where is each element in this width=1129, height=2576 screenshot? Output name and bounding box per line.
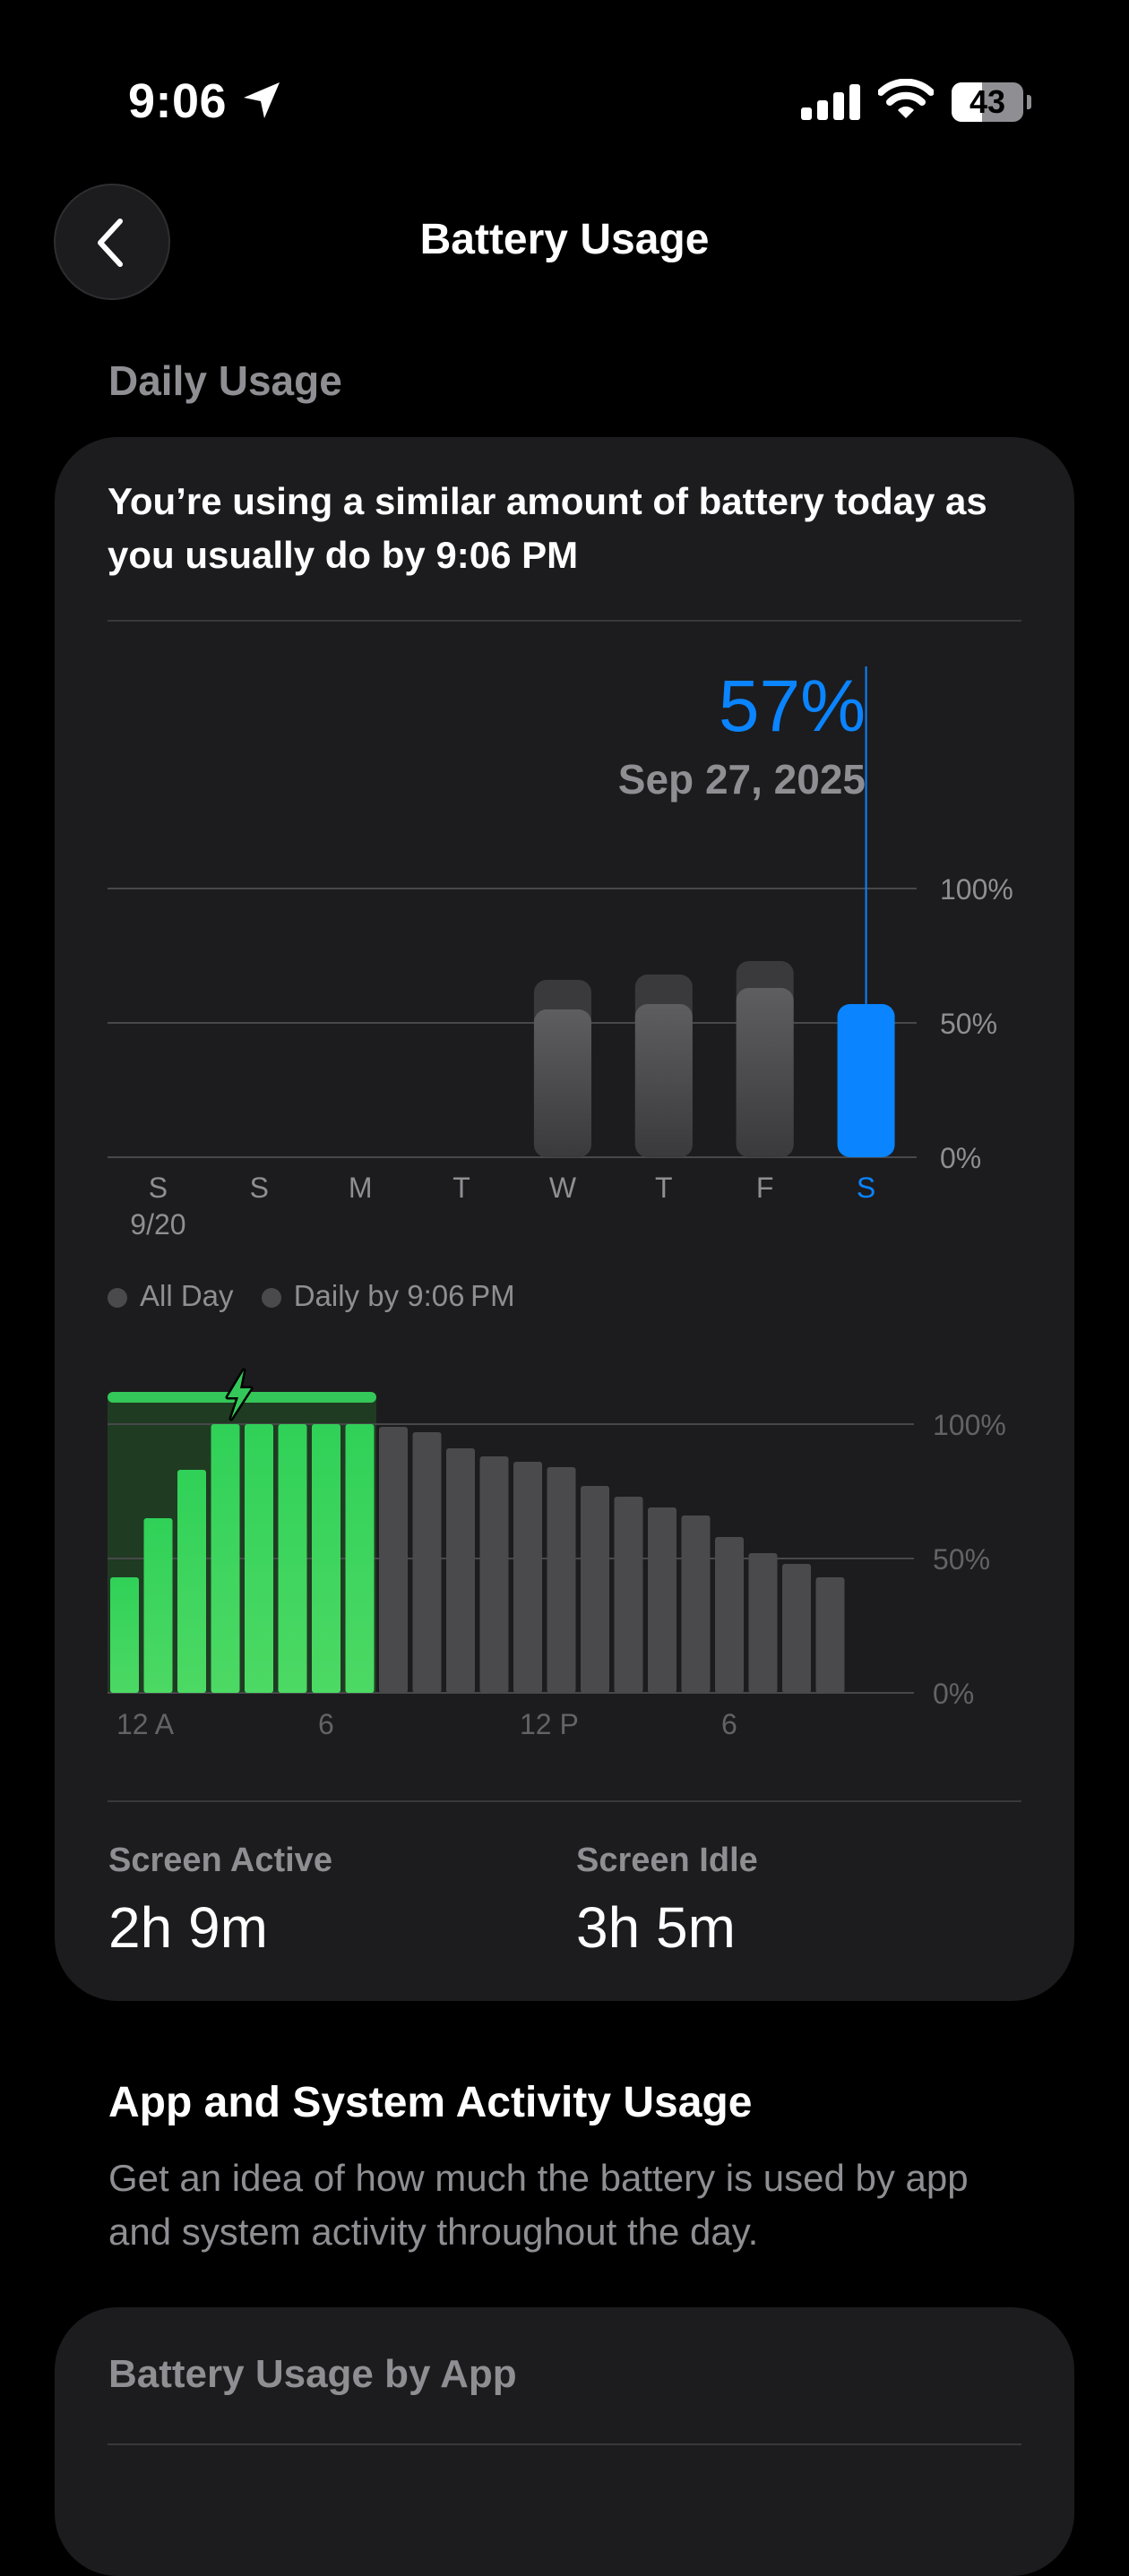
hour-bar	[748, 1553, 778, 1693]
hour-bar	[681, 1516, 711, 1693]
hour-bar	[513, 1462, 542, 1693]
x-tick-label: T	[452, 1172, 470, 1204]
daily-usage-header: Daily Usage	[108, 357, 342, 404]
hour-bar	[614, 1497, 643, 1693]
y-tick-label: 100%	[933, 1409, 1006, 1441]
screen-idle-value: 3h 5m	[576, 1895, 736, 1960]
activity-section-description: Get an idea of how much the battery is u…	[108, 2157, 969, 2253]
x-tick-label: S	[250, 1172, 269, 1204]
daily-usage-card	[55, 437, 1074, 2001]
hour-bar-charging	[345, 1424, 375, 1693]
wifi-icon	[878, 79, 934, 118]
hour-bar	[379, 1427, 408, 1693]
hour-bar-charging	[110, 1577, 139, 1693]
y-tick-label: 50%	[940, 1008, 997, 1040]
hour-bar-charging	[177, 1470, 206, 1693]
x-tick-label: W	[549, 1172, 577, 1204]
x-tick-label: M	[349, 1172, 373, 1204]
charging-bolt-icon	[225, 1368, 254, 1421]
selected-date-label: Sep 27, 2025	[618, 756, 866, 803]
x-tick-label: F	[756, 1172, 774, 1204]
cellular-signal-icon	[801, 84, 860, 120]
hour-bar	[581, 1486, 609, 1693]
divider	[108, 620, 1021, 622]
hour-bar	[782, 1564, 811, 1693]
usage-summary: You’re using a similar amount of battery…	[108, 480, 987, 576]
x-tick-label: S	[149, 1172, 168, 1204]
page-title: Battery Usage	[419, 216, 710, 263]
y-tick-label: 100%	[940, 873, 1013, 906]
hour-bar	[648, 1507, 677, 1693]
screen-active-label: Screen Active	[108, 1842, 332, 1879]
x-tick-label: 12 P	[520, 1708, 579, 1740]
screen-idle-label: Screen Idle	[576, 1842, 758, 1879]
hour-bar	[479, 1456, 509, 1693]
battery-usage-by-app-card[interactable]	[55, 2307, 1074, 2576]
screen-active-value: 2h 9m	[108, 1895, 268, 1960]
divider	[108, 1800, 1021, 1802]
hour-bar-charging	[278, 1424, 307, 1693]
x-tick-label: 6	[721, 1708, 737, 1740]
y-tick-label: 50%	[933, 1543, 990, 1576]
hour-bar-charging	[143, 1518, 173, 1693]
hour-bar-charging	[245, 1424, 273, 1693]
chart-legend: All Day Daily by 9:06 PM	[108, 1279, 535, 1313]
hourly-battery-chart[interactable]: 100% 50% 0% 12 A 6 12 P 6	[0, 1344, 1129, 1756]
hour-bar	[547, 1467, 576, 1693]
hour-bar	[446, 1448, 475, 1693]
x-tick-label: T	[655, 1172, 673, 1204]
back-button[interactable]	[54, 184, 170, 300]
bar-daily-by-time	[533, 1009, 591, 1157]
hour-bar	[412, 1432, 442, 1693]
battery-level-text: 43	[969, 83, 1006, 120]
divider	[108, 2443, 1021, 2445]
daily-battery-chart[interactable]: 100% 50% 0% S 9/20 S M T W T F S 57% Sep 27, 2025	[0, 627, 1129, 1254]
selected-value-label: 57%	[719, 665, 866, 747]
chevron-left-icon	[98, 219, 123, 267]
x-tick-sublabel: 9/20	[130, 1208, 185, 1241]
legend-item-daily-by-time: Daily by 9:06 PM	[261, 1279, 515, 1313]
screen-idle-stat: Screen Idle 3h 5m	[576, 1842, 758, 1961]
location-arrow-icon	[244, 82, 280, 118]
battery-usage-by-app-title: Battery Usage by App	[108, 2352, 517, 2396]
legend-item-all-day: All Day	[108, 1279, 234, 1313]
x-tick-label: 6	[318, 1708, 334, 1740]
screen-active-stat: Screen Active 2h 9m	[108, 1842, 332, 1961]
hour-bar-charging	[211, 1424, 240, 1693]
bar-daily-by-time	[634, 1004, 693, 1157]
y-tick-label: 0%	[933, 1678, 974, 1710]
x-tick-label: 12 A	[116, 1708, 175, 1740]
hour-bar	[815, 1577, 845, 1693]
activity-section-title: App and System Activity Usage	[108, 2079, 753, 2126]
y-tick-label: 0%	[940, 1142, 981, 1174]
hour-bar-charging	[312, 1424, 340, 1693]
status-time: 9:06	[128, 74, 228, 128]
hour-bar	[715, 1537, 744, 1693]
x-tick-label: S	[857, 1172, 875, 1204]
bar-selected	[837, 1004, 895, 1157]
bar-daily-by-time	[736, 988, 794, 1157]
battery-icon: 43	[952, 82, 1031, 122]
